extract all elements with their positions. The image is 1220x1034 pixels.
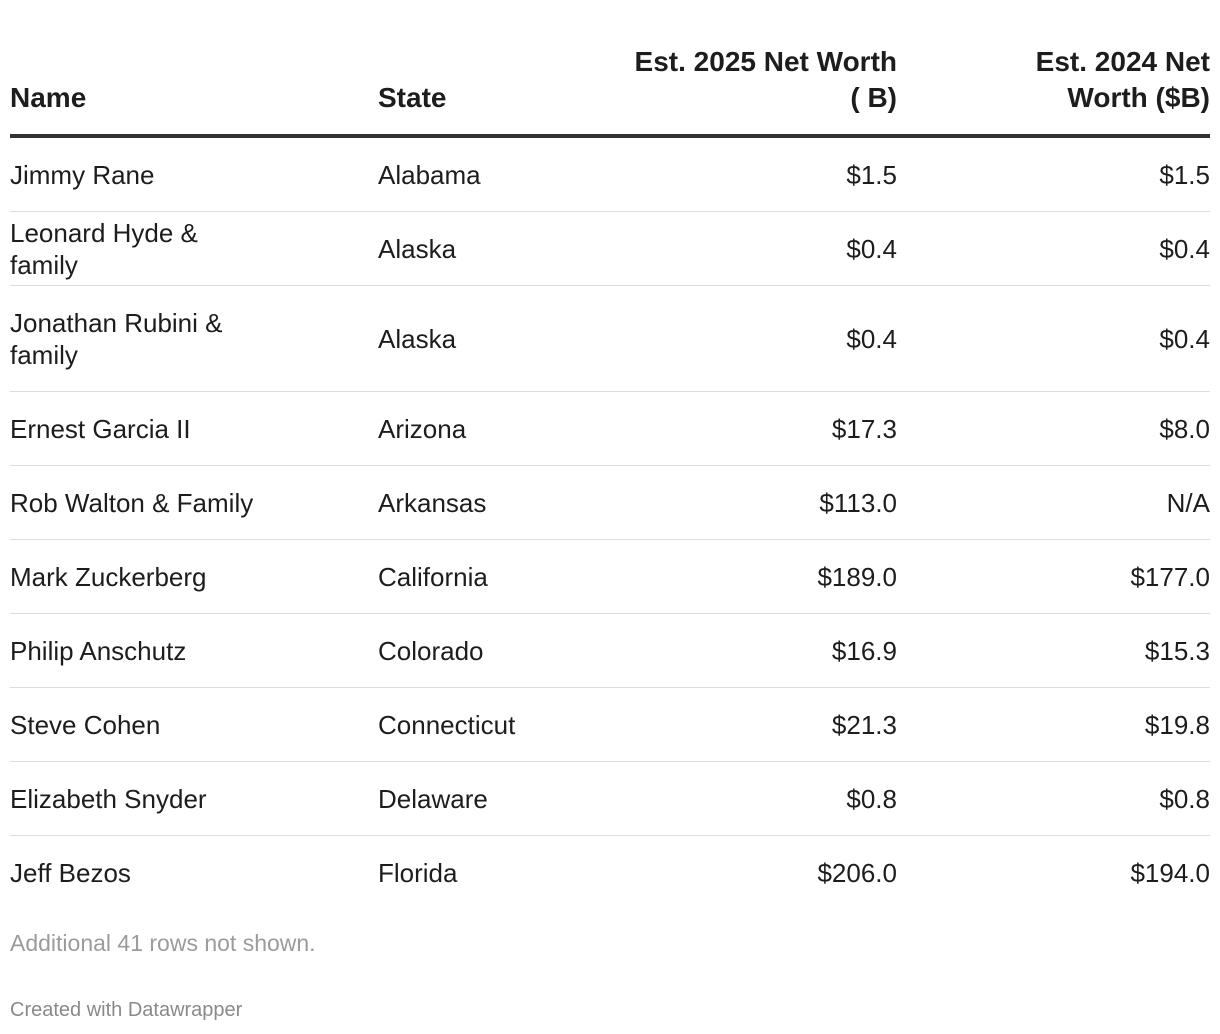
header-row: Name State Est. 2025 Net Worth( B) Est. … <box>10 44 1210 138</box>
cell-state: Florida <box>378 857 458 888</box>
table-row: Jeff Bezos Florida $206.0 $194.0 <box>10 836 1210 910</box>
cell-state: Alabama <box>378 136 610 212</box>
rows-not-shown-note: Additional 41 rows not shown. <box>10 930 316 956</box>
cell-net-worth-2024: N/A <box>897 465 1210 540</box>
header-name[interactable]: Name <box>10 44 378 138</box>
cell-net-worth-2024: $1.5 <box>897 136 1210 212</box>
table-row: Mark Zuckerberg California $189.0 $177.0 <box>10 539 1210 614</box>
cell-state: Delaware <box>378 761 610 836</box>
cell-state: Arizona <box>378 391 610 466</box>
cell-net-worth-2025: $16.9 <box>610 613 897 688</box>
cell-name: Rob Walton & Family <box>10 465 378 540</box>
cell-net-worth-2025: $189.0 <box>610 539 897 614</box>
cell-name: Elizabeth Snyder <box>10 761 378 836</box>
table-row: Rob Walton & Family Arkansas $113.0 N/A <box>10 465 1210 540</box>
cell-name: Mark Zuckerberg <box>10 539 378 614</box>
cell-net-worth-2024: $0.4 <box>897 211 1210 286</box>
cell-state: Connecticut <box>378 687 610 762</box>
cell-state: Alaska <box>378 285 610 392</box>
cell-net-worth-2024: $15.3 <box>897 613 1210 688</box>
table-body: Jimmy Rane Alabama $1.5 $1.5 Leonard Hyd… <box>10 136 1210 909</box>
table-row: Steve Cohen Connecticut $21.3 $19.8 <box>10 687 1210 762</box>
table-header: Name State Est. 2025 Net Worth( B) Est. … <box>10 44 1210 138</box>
cell-state: Colorado <box>378 613 610 688</box>
cell-net-worth-2025: $0.4 <box>610 285 897 392</box>
table-row: Philip Anschutz Colorado $16.9 $15.3 <box>10 613 1210 688</box>
cell-name: Ernest Garcia II <box>10 391 378 466</box>
cell-net-worth-2024: $0.4 <box>897 285 1210 392</box>
cell-name: Jonathan Rubini & family <box>10 285 378 392</box>
cell-net-worth-2024: $0.8 <box>897 761 1210 836</box>
table-row: Jonathan Rubini & family Alaska $0.4 $0.… <box>10 285 1210 392</box>
cell-net-worth-2024: $194.0 <box>1130 857 1210 888</box>
cell-net-worth-2025: $113.0 <box>610 465 897 540</box>
cell-net-worth-2024: $19.8 <box>897 687 1210 762</box>
cell-net-worth-2025: $21.3 <box>610 687 897 762</box>
cell-net-worth-2025: $1.5 <box>610 136 897 212</box>
cell-state: California <box>378 539 610 614</box>
cell-name: Philip Anschutz <box>10 613 378 688</box>
cell-state: Alaska <box>378 211 610 286</box>
header-state[interactable]: State <box>378 44 610 138</box>
header-net-worth-2025[interactable]: Est. 2025 Net Worth( B) <box>610 44 897 138</box>
table-row: Leonard Hyde & family Alaska $0.4 $0.4 <box>10 211 1210 286</box>
datawrapper-credit: Created with Datawrapper <box>10 999 243 1021</box>
table-row: Jimmy Rane Alabama $1.5 $1.5 <box>10 136 1210 212</box>
net-worth-table-container: Name State Est. 2025 Net Worth( B) Est. … <box>10 44 1210 909</box>
table-row: Ernest Garcia II Arizona $17.3 $8.0 <box>10 391 1210 466</box>
cell-name: Leonard Hyde & family <box>10 211 378 286</box>
header-net-worth-2024[interactable]: Est. 2024 Net Worth ($B) <box>897 44 1210 138</box>
cell-state: Arkansas <box>378 465 610 540</box>
cell-name: Jimmy Rane <box>10 136 378 212</box>
cell-net-worth-2024: $177.0 <box>897 539 1210 614</box>
net-worth-table: Name State Est. 2025 Net Worth( B) Est. … <box>10 44 1210 909</box>
table-row: Elizabeth Snyder Delaware $0.8 $0.8 <box>10 761 1210 836</box>
cell-net-worth-2025: $0.4 <box>610 211 897 286</box>
cell-name: Steve Cohen <box>10 687 378 762</box>
cell-name: Jeff Bezos <box>10 857 131 888</box>
cell-net-worth-2025: $0.8 <box>610 761 897 836</box>
cell-net-worth-2024: $8.0 <box>897 391 1210 466</box>
cell-net-worth-2025: $17.3 <box>610 391 897 466</box>
cell-net-worth-2025: $206.0 <box>817 857 897 888</box>
